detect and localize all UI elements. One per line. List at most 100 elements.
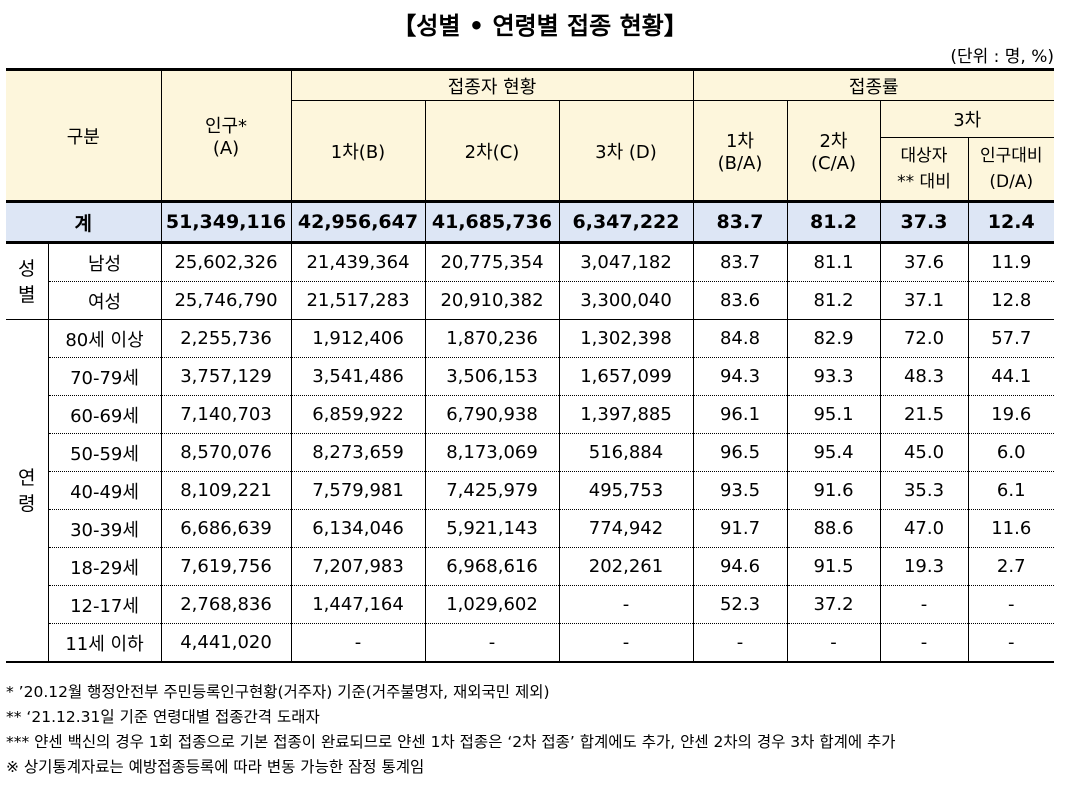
cell-label: 12-17세 — [47, 585, 162, 624]
cell-dose3: 1,657,099 — [558, 357, 694, 396]
sex-group-label-char: 성 — [18, 257, 36, 280]
total-rate2: 81.2 — [786, 200, 881, 244]
cell-rate2: 82.9 — [786, 319, 881, 358]
header-rate3-pop-formula: (D/A) — [989, 172, 1034, 192]
cell-dose2: 6,968,616 — [424, 547, 560, 586]
cell-rate2: - — [786, 623, 881, 663]
cell-dose1: 6,134,046 — [290, 509, 426, 548]
cell-dose1: 7,579,981 — [290, 471, 426, 510]
cell-rate3-target: 35.3 — [879, 471, 969, 510]
cell-rate3-pop: 11.9 — [967, 242, 1054, 282]
cell-rate1: - — [692, 623, 788, 663]
cell-rate3-pop: - — [967, 623, 1054, 663]
cell-label: 남성 — [47, 242, 162, 282]
cell-label: 80세 이상 — [47, 319, 162, 358]
cell-dose2: 8,173,069 — [424, 433, 560, 472]
header-rate3-target-label: 대상자 — [900, 146, 948, 166]
header-dose3: 3차 (D) — [558, 100, 694, 202]
cell-population: 4,441,020 — [160, 623, 292, 663]
cell-population: 25,602,326 — [160, 242, 292, 282]
unit-label: (단위 : 명, %) — [950, 47, 1054, 67]
cell-rate1: 96.1 — [692, 395, 788, 434]
header-rate2-label: 2차 — [819, 131, 848, 152]
cell-rate2: 91.6 — [786, 471, 881, 510]
cell-rate3-pop: 6.0 — [967, 433, 1054, 472]
header-rate1-formula: (B/A) — [717, 153, 763, 174]
cell-rate2: 95.4 — [786, 433, 881, 472]
cell-dose1: - — [290, 623, 426, 663]
header-population-code: (A) — [212, 138, 240, 159]
cell-population: 3,757,129 — [160, 357, 292, 396]
cell-rate3-pop: 19.6 — [967, 395, 1054, 434]
header-rate1: 1차 (B/A) — [692, 100, 788, 202]
cell-rate3-target: 37.1 — [879, 281, 969, 320]
cell-dose2: 7,425,979 — [424, 471, 560, 510]
cell-population: 2,255,736 — [160, 319, 292, 358]
table-row: 11세 이하 4,441,020- - - - - - - — [6, 623, 1054, 663]
total-dose2: 41,685,736 — [424, 200, 560, 244]
cell-dose3: - — [558, 585, 694, 624]
table-row: 18-29세 7,619,756 7,207,983 6,968,616 202,261… — [6, 547, 1054, 586]
header-rate3-target-note: ** 대비 — [897, 172, 951, 192]
cell-rate3-target: 21.5 — [879, 395, 969, 434]
table-row: 성 별 남성 25,602,326 21,439,364 20,775,354 3,047,… — [6, 242, 1054, 320]
cell-rate3-pop: - — [967, 585, 1054, 624]
cell-dose3: 516,884 — [558, 433, 694, 472]
cell-dose3: 1,397,885 — [558, 395, 694, 434]
cell-dose3: 1,302,398 — [558, 319, 694, 358]
header-population: 인구* (A) — [160, 69, 292, 202]
cell-dose1: 6,859,922 — [290, 395, 426, 434]
cell-rate1: 83.7 — [692, 242, 788, 282]
cell-rate1: 94.6 — [692, 547, 788, 586]
header-rate3-pop: 인구대비 (D/A) — [967, 137, 1054, 202]
cell-dose3: - — [558, 623, 694, 663]
table-row: 12-17세 2,768,836 1,447,164 1,029,602-52.3 37… — [6, 585, 1054, 624]
cell-rate3-target: - — [879, 623, 969, 663]
cell-dose2: 6,790,938 — [424, 395, 560, 434]
cell-rate2: 93.3 — [786, 357, 881, 396]
cell-population: 25,746,790 — [160, 281, 292, 320]
cell-rate1: 94.3 — [692, 357, 788, 396]
cell-rate2: 91.5 — [786, 547, 881, 586]
cell-population: 8,109,221 — [160, 471, 292, 510]
table-row: 30-39세 6,686,639 6,134,046 5,921,143 774,942… — [6, 509, 1054, 548]
cell-dose1: 21,517,283 — [290, 281, 426, 320]
total-row: 계 51,349,116 42,956,647 41,685,736 6,347… — [6, 200, 1054, 244]
cell-dose1: 1,447,164 — [290, 585, 426, 624]
header-dose2: 2차(C) — [424, 100, 560, 202]
cell-dose2: 5,921,143 — [424, 509, 560, 548]
cell-rate3-pop: 2.7 — [967, 547, 1054, 586]
header-rate2-formula: (C/A) — [811, 153, 856, 174]
total-rate1: 83.7 — [692, 200, 788, 244]
cell-rate1: 52.3 — [692, 585, 788, 624]
cell-dose1: 21,439,364 — [290, 242, 426, 282]
cell-rate3-target: 47.0 — [879, 509, 969, 548]
header-population-label: 인구* — [204, 116, 248, 137]
footnote: ※ 상기통계자료는 예방접종등록에 따라 변동 가능한 잠정 통계임 — [6, 758, 425, 776]
footnote: ** ‘21.12.31일 기준 연령대별 접종간격 도래자 — [6, 708, 320, 726]
cell-population: 6,686,639 — [160, 509, 292, 548]
cell-dose1: 3,541,486 — [290, 357, 426, 396]
header-rate-group: 접종률 — [692, 69, 1054, 101]
cell-dose1: 7,207,983 — [290, 547, 426, 586]
cell-rate1: 83.6 — [692, 281, 788, 320]
cell-dose2: 1,029,602 — [424, 585, 560, 624]
age-group-label-char: 연 — [18, 466, 36, 489]
cell-label: 60-69세 — [47, 395, 162, 434]
cell-population: 7,140,703 — [160, 395, 292, 434]
cell-rate2: 37.2 — [786, 585, 881, 624]
cell-dose2: - — [424, 623, 560, 663]
cell-population: 8,570,076 — [160, 433, 292, 472]
cell-label: 30-39세 — [47, 509, 162, 548]
cell-dose2: 3,506,153 — [424, 357, 560, 396]
sex-group-label-char: 별 — [18, 283, 36, 306]
cell-dose3: 3,300,040 — [558, 281, 694, 320]
table-row: 40-49세 8,109,221 7,579,981 7,425,979 495,753… — [6, 471, 1054, 510]
cell-rate2: 88.6 — [786, 509, 881, 548]
cell-rate1: 84.8 — [692, 319, 788, 358]
cell-dose2: 20,775,354 — [424, 242, 560, 282]
cell-dose2: 20,910,382 — [424, 281, 560, 320]
cell-label: 70-79세 — [47, 357, 162, 396]
